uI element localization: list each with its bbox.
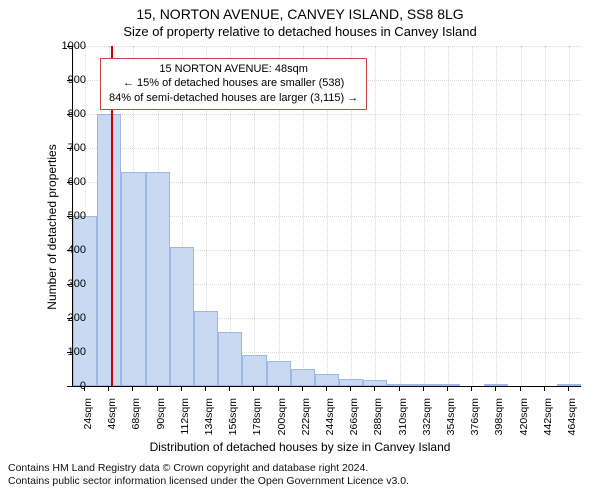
x-tick-mark: [205, 386, 206, 391]
y-tick-label: 0: [46, 381, 86, 392]
x-tick-mark: [399, 386, 400, 391]
histogram-bar: [339, 379, 363, 386]
x-tick-mark: [471, 386, 472, 391]
x-tick-mark: [495, 386, 496, 391]
gridline-vertical: [496, 46, 497, 386]
x-tick-label: 222sqm: [300, 398, 312, 446]
chart-title-desc: Size of property relative to detached ho…: [123, 24, 476, 39]
x-tick-mark: [278, 386, 279, 391]
x-tick-mark: [108, 386, 109, 391]
histogram-bar: [363, 380, 387, 386]
y-tick-label: 500: [46, 211, 86, 222]
x-tick-mark: [568, 386, 569, 391]
histogram-bar: [267, 361, 291, 387]
annotation-box: 15 NORTON AVENUE: 48sqm ← 15% of detache…: [100, 58, 367, 110]
x-tick-label: 24sqm: [82, 398, 94, 446]
histogram-bar: [73, 216, 97, 386]
histogram-bar: [291, 369, 315, 386]
x-tick-label: 200sqm: [276, 398, 288, 446]
histogram-bar: [194, 311, 218, 386]
histogram-bar: [315, 374, 339, 386]
x-tick-label: 266sqm: [348, 398, 360, 446]
x-tick-mark: [423, 386, 424, 391]
histogram-bar: [121, 172, 145, 386]
x-tick-label: 332sqm: [421, 398, 433, 446]
x-tick-label: 178sqm: [251, 398, 263, 446]
x-tick-label: 464sqm: [566, 398, 578, 446]
y-tick-label: 400: [46, 245, 86, 256]
x-tick-label: 288sqm: [372, 398, 384, 446]
gridline-vertical: [424, 46, 425, 386]
x-tick-mark: [326, 386, 327, 391]
x-tick-mark: [253, 386, 254, 391]
x-tick-label: 244sqm: [324, 398, 336, 446]
x-tick-mark: [157, 386, 158, 391]
histogram-bar: [218, 332, 242, 386]
x-tick-mark: [132, 386, 133, 391]
x-tick-mark: [350, 386, 351, 391]
x-tick-label: 354sqm: [445, 398, 457, 446]
x-tick-mark: [520, 386, 521, 391]
x-tick-label: 156sqm: [227, 398, 239, 446]
x-tick-mark: [229, 386, 230, 391]
annotation-line1: 15 NORTON AVENUE: 48sqm: [109, 62, 358, 76]
x-tick-label: 112sqm: [179, 398, 191, 446]
annotation-line3: 84% of semi-detached houses are larger (…: [109, 91, 358, 105]
histogram-bar: [436, 384, 460, 386]
histogram-bar: [146, 172, 170, 386]
x-tick-label: 398sqm: [493, 398, 505, 446]
histogram-bar: [412, 384, 436, 386]
x-tick-label: 310sqm: [397, 398, 409, 446]
gridline-vertical: [400, 46, 401, 386]
x-tick-label: 442sqm: [542, 398, 554, 446]
footer-line1: Contains HM Land Registry data © Crown c…: [8, 462, 409, 475]
annotation-line2: ← 15% of detached houses are smaller (53…: [109, 76, 358, 90]
histogram-bar: [557, 384, 581, 386]
x-tick-mark: [447, 386, 448, 391]
y-tick-label: 100: [46, 347, 86, 358]
y-tick-label: 700: [46, 143, 86, 154]
y-tick-label: 300: [46, 279, 86, 290]
x-tick-mark: [84, 386, 85, 391]
x-tick-label: 134sqm: [203, 398, 215, 446]
gridline-vertical: [472, 46, 473, 386]
histogram-bar: [170, 247, 194, 386]
y-tick-label: 600: [46, 177, 86, 188]
y-tick-label: 200: [46, 313, 86, 324]
x-tick-label: 376sqm: [469, 398, 481, 446]
x-tick-mark: [544, 386, 545, 391]
x-tick-label: 46sqm: [106, 398, 118, 446]
y-tick-label: 900: [46, 75, 86, 86]
gridline-vertical: [545, 46, 546, 386]
histogram-bar: [387, 384, 411, 386]
gridline-vertical: [375, 46, 376, 386]
x-tick-mark: [302, 386, 303, 391]
y-tick-label: 1000: [46, 41, 86, 52]
chart-title-address: 15, NORTON AVENUE, CANVEY ISLAND, SS8 8L…: [136, 6, 463, 22]
x-tick-mark: [374, 386, 375, 391]
x-tick-label: 420sqm: [518, 398, 530, 446]
gridline-vertical: [569, 46, 570, 386]
y-tick-label: 800: [46, 109, 86, 120]
x-tick-mark: [181, 386, 182, 391]
histogram-bar: [97, 114, 121, 386]
gridline-vertical: [521, 46, 522, 386]
x-tick-label: 68sqm: [130, 398, 142, 446]
histogram-bar: [242, 355, 266, 386]
footer-text: Contains HM Land Registry data © Crown c…: [8, 462, 409, 488]
x-tick-label: 90sqm: [155, 398, 167, 446]
footer-line2: Contains public sector information licen…: [8, 475, 409, 488]
gridline-vertical: [448, 46, 449, 386]
histogram-bar: [484, 384, 508, 386]
histogram-chart: 15 NORTON AVENUE: 48sqm ← 15% of detache…: [72, 46, 580, 386]
